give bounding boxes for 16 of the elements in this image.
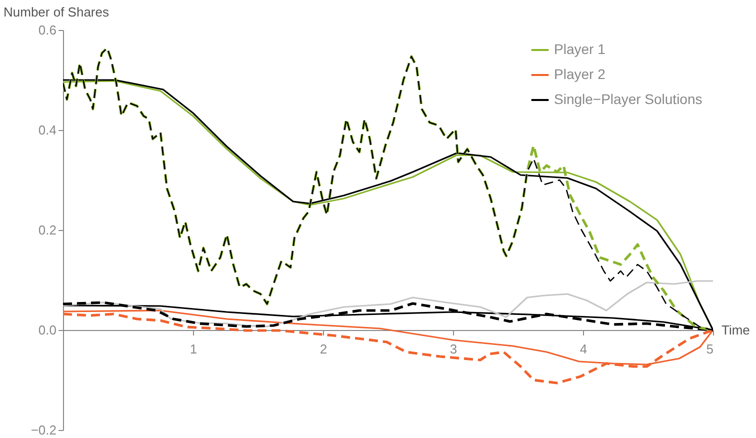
x-tick-label: 4 <box>580 342 588 356</box>
legend-label: Player 1 <box>554 41 606 57</box>
x-tick-label: 3 <box>450 342 458 356</box>
y-tick-label: 0.4 <box>38 122 56 138</box>
legend-label: Single−Player Solutions <box>554 91 702 107</box>
y-tick-label: 0.0 <box>38 322 56 338</box>
x-tick-label: 1 <box>190 342 198 356</box>
legend-label: Player 2 <box>554 66 606 82</box>
x-tick-label: 5 <box>706 342 714 356</box>
y-tick-label: 0.6 <box>38 22 56 38</box>
line-series <box>63 280 713 328</box>
x-tick-label: 2 <box>320 342 328 356</box>
y-tick-label: 0.2 <box>38 222 56 238</box>
x-axis-title: Time <box>722 322 750 338</box>
y-axis-title: Number of Shares <box>4 4 110 20</box>
y-tick-label: −0.2 <box>30 422 56 438</box>
